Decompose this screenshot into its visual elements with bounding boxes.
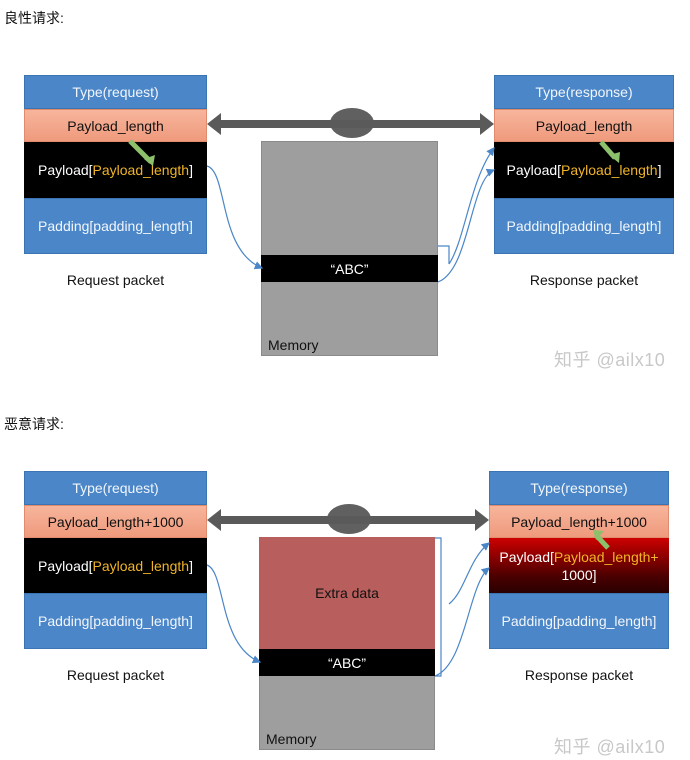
benign-heading: 良性请求: xyxy=(4,10,64,26)
payload-length-field: Payload_length xyxy=(92,162,190,178)
malicious-response-payload: Payload[Payload_length+ 1000] xyxy=(489,538,669,593)
malicious-request-padding: Padding[padding_length] xyxy=(24,593,207,649)
malicious-request-payload-length: Payload_length+1000 xyxy=(24,505,207,538)
payload-length-field: Payload_length+ xyxy=(553,548,659,565)
benign-memory-label: Memory xyxy=(268,337,319,353)
benign-memory-to-response-connector-2 xyxy=(448,147,495,265)
payload-line-1: Payload[Payload_length+ xyxy=(499,548,658,566)
payload-prefix: Payload[ xyxy=(38,557,93,574)
benign-request-caption: Request packet xyxy=(66,272,165,288)
malicious-memory-label: Memory xyxy=(266,731,317,747)
benign-memory-abc: “ABC” xyxy=(261,255,438,282)
benign-memory-to-response-connector xyxy=(437,168,496,283)
malicious-memory-bracket xyxy=(435,537,442,677)
malicious-request-to-memory-connector xyxy=(206,564,262,664)
payload-suffix: ] xyxy=(189,162,193,178)
payload-line-2: 1000] xyxy=(561,566,597,583)
malicious-response-type: Type(response) xyxy=(489,471,669,505)
payload-suffix: ] xyxy=(657,162,662,178)
benign-request-to-memory-connector xyxy=(206,165,264,270)
malicious-equals-badge: = xyxy=(327,504,371,534)
malicious-request-type: Type(request) xyxy=(24,471,207,505)
benign-response-padding: Padding[padding_length] xyxy=(494,198,674,254)
payload-prefix: Payload[ xyxy=(499,548,554,565)
malicious-response-padding: Padding[padding_length] xyxy=(489,593,669,649)
benign-request-payload-length: Payload_length xyxy=(24,109,207,142)
payload-prefix: Payload[ xyxy=(38,162,93,178)
benign-request-payload: Payload[Payload_length] xyxy=(24,142,207,198)
malicious-heading: 恶意请求: xyxy=(4,416,64,432)
benign-response-payload-length: Payload_length xyxy=(494,109,674,142)
benign-response-payload: Payload[Payload_length] xyxy=(494,142,674,198)
malicious-memory-abc: “ABC” xyxy=(259,649,435,676)
malicious-response-caption: Response packet xyxy=(524,667,634,683)
watermark-top: 知乎 @ailx10 xyxy=(554,350,666,370)
malicious-memory-extra-data: Extra data xyxy=(259,537,435,649)
malicious-memory-to-response-connector-2 xyxy=(448,542,490,605)
payload-prefix: Payload[ xyxy=(506,162,562,178)
benign-request-padding: Padding[padding_length] xyxy=(24,198,207,254)
benign-response-type: Type(response) xyxy=(494,75,674,109)
malicious-response-payload-length: Payload_length+1000 xyxy=(489,505,669,538)
payload-length-field: Payload_length xyxy=(561,162,658,178)
benign-equals-badge: = xyxy=(330,108,374,138)
payload-suffix: ] xyxy=(189,557,193,574)
payload-length-field: Payload_length xyxy=(92,557,190,574)
benign-request-type: Type(request) xyxy=(24,75,207,109)
watermark-bottom: 知乎 @ailx10 xyxy=(554,737,666,757)
malicious-memory-to-response-connector xyxy=(434,567,490,677)
benign-memory-bracket xyxy=(438,245,450,264)
malicious-request-payload: Payload[Payload_length] xyxy=(24,538,207,593)
benign-response-caption: Response packet xyxy=(529,272,639,288)
benign-memory-block xyxy=(261,141,438,356)
malicious-request-caption: Request packet xyxy=(66,667,165,683)
